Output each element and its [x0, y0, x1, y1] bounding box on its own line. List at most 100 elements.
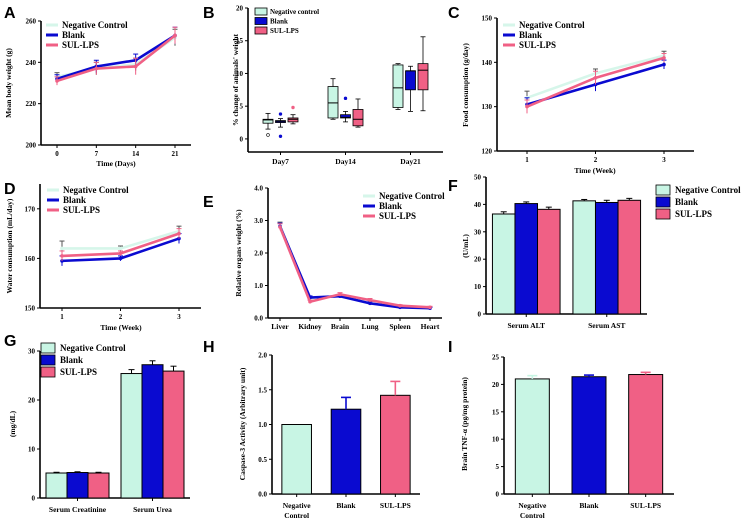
- bar: [330, 408, 362, 495]
- data-point: [118, 251, 123, 256]
- y-tick-label: 20: [492, 381, 500, 389]
- legend-label: Negative Control: [60, 343, 126, 353]
- panel-label: C: [448, 5, 460, 22]
- legend-label: Blank: [675, 197, 698, 207]
- x-tick-label: Serum AST: [588, 321, 625, 330]
- x-tick-label: Serum Urea: [133, 505, 172, 514]
- chart-G: 0 10 20 30 G (mg/dL) Serum Creatinine Serum Ure…: [4, 333, 190, 514]
- bar: [141, 364, 164, 499]
- y-tick-label: 1.0: [258, 421, 267, 429]
- bar: [594, 201, 619, 315]
- y-tick-label: 150: [482, 15, 493, 23]
- bar: [45, 472, 68, 499]
- y-tick-label: 40: [474, 201, 482, 209]
- data-point: [525, 104, 529, 109]
- chart-E: 0.0 1.0 2.0 3.0 4.0 E Relative organs weight (…: [203, 185, 445, 332]
- y-axis-label: Brain TNF-α (pg/mg protein): [460, 377, 469, 471]
- legend-label: SUL-LPS: [60, 367, 97, 377]
- y-axis-label: % change of animals' weight: [231, 33, 240, 126]
- legend-label: Blank: [519, 30, 542, 40]
- data-point: [278, 225, 282, 229]
- y-tick-label: 0.5: [258, 456, 267, 464]
- y-tick-label: 50: [474, 174, 482, 182]
- x-tick-label: Liver: [271, 322, 289, 331]
- y-tick-label: 30: [474, 228, 482, 236]
- y-axis-label: Caspase-3 Activity (Arbitrary unit): [238, 367, 247, 480]
- box: [262, 118, 274, 124]
- data-point: [177, 231, 181, 236]
- panel-label: D: [4, 181, 16, 198]
- bar: [572, 200, 596, 315]
- x-tick-label: Spleen: [389, 322, 411, 331]
- box: [340, 114, 351, 119]
- y-tick-label: 160: [25, 255, 36, 263]
- x-tick-label: Day7: [272, 157, 289, 166]
- y-tick-label: 120: [482, 148, 493, 156]
- box-outlier: [291, 105, 295, 110]
- legend-label: Negative Control: [675, 185, 741, 195]
- y-tick-label: 0.0: [258, 491, 267, 499]
- y-tick-label: 20: [28, 397, 36, 405]
- y-tick-label: 140: [482, 59, 493, 67]
- legend-swatch: [655, 208, 671, 220]
- bar: [514, 203, 539, 315]
- y-tick-label: 20: [236, 5, 244, 13]
- data-point: [662, 56, 666, 60]
- y-tick-label: 10: [28, 446, 36, 454]
- chart-H: 0.0 0.5 1.0 1.5 2.0 H Caspase-3 Activity (Arbi…: [203, 339, 420, 520]
- y-tick-label: 150: [25, 305, 36, 313]
- data-point: [55, 79, 59, 83]
- data-point: [338, 292, 342, 297]
- box-outlier: [278, 112, 283, 116]
- x-tick-label: SUL-LPS: [630, 501, 661, 510]
- x-axis-label: Time (Week): [100, 323, 142, 332]
- y-tick-label: 15: [236, 37, 244, 45]
- data-point: [118, 246, 123, 251]
- y-tick-label: 240: [26, 59, 37, 67]
- legend-swatch: [655, 196, 671, 208]
- y-tick-label: 0: [478, 311, 482, 319]
- legend-label: Negative Control: [63, 185, 129, 195]
- panel-label: A: [4, 5, 16, 22]
- box-outlier: [343, 96, 348, 101]
- y-tick-label: 5: [496, 463, 500, 471]
- series-line-1: [278, 225, 431, 310]
- bar: [120, 373, 143, 499]
- box: [392, 64, 404, 108]
- legend-label: Negative Control: [62, 20, 128, 30]
- series-line-2: [56, 34, 176, 83]
- legend-swatch: [40, 366, 56, 378]
- x-tick-label: Lung: [361, 322, 378, 331]
- series-line-2: [278, 226, 431, 309]
- x-tick-label: 3: [662, 156, 666, 164]
- chart-I: 0 5 10 15 20 25 I Brain TNF-α (pg/mg protein) Ne…: [448, 339, 674, 520]
- y-axis-label: (mg/dL): [8, 410, 17, 437]
- chart-C: 120 130 140 150 C Food consumption (g/day) Tim…: [448, 5, 694, 175]
- x-tick-label: Kidney: [298, 322, 322, 331]
- legend-label: Blank: [60, 355, 83, 365]
- legend-label: SUL-LPS: [379, 211, 416, 221]
- data-point: [593, 76, 598, 80]
- legend-label: SUL-LPS: [675, 209, 712, 219]
- y-tick-label: 10: [474, 283, 482, 291]
- chart-B: 0 5 10 15 20 B % change of animals' weight Day7…: [203, 5, 443, 166]
- y-tick-label: 1.5: [258, 386, 267, 394]
- y-tick-label: 130: [482, 103, 493, 111]
- data-point: [60, 254, 64, 258]
- x-tick-label: 3: [177, 313, 181, 321]
- chart-F: 0 10 20 30 40 50 F (U/mL) Serum ALT Serum AST Nega…: [448, 174, 741, 331]
- y-tick-label: 170: [25, 205, 36, 213]
- x-tick-label: SUL-LPS: [380, 501, 411, 510]
- y-tick-label: 2.0: [258, 352, 267, 360]
- x-tick-line: Negative: [518, 501, 547, 510]
- y-tick-label: 0: [32, 495, 36, 503]
- bar: [571, 376, 607, 495]
- x-tick-label: Heart: [421, 322, 440, 331]
- box-outlier: [266, 133, 270, 137]
- panel-label: E: [203, 194, 214, 211]
- y-axis-label: Food consumption (g/day): [461, 43, 470, 127]
- y-axis-label: Mean body weight (g): [4, 48, 13, 118]
- x-tick-label: 2: [594, 156, 598, 164]
